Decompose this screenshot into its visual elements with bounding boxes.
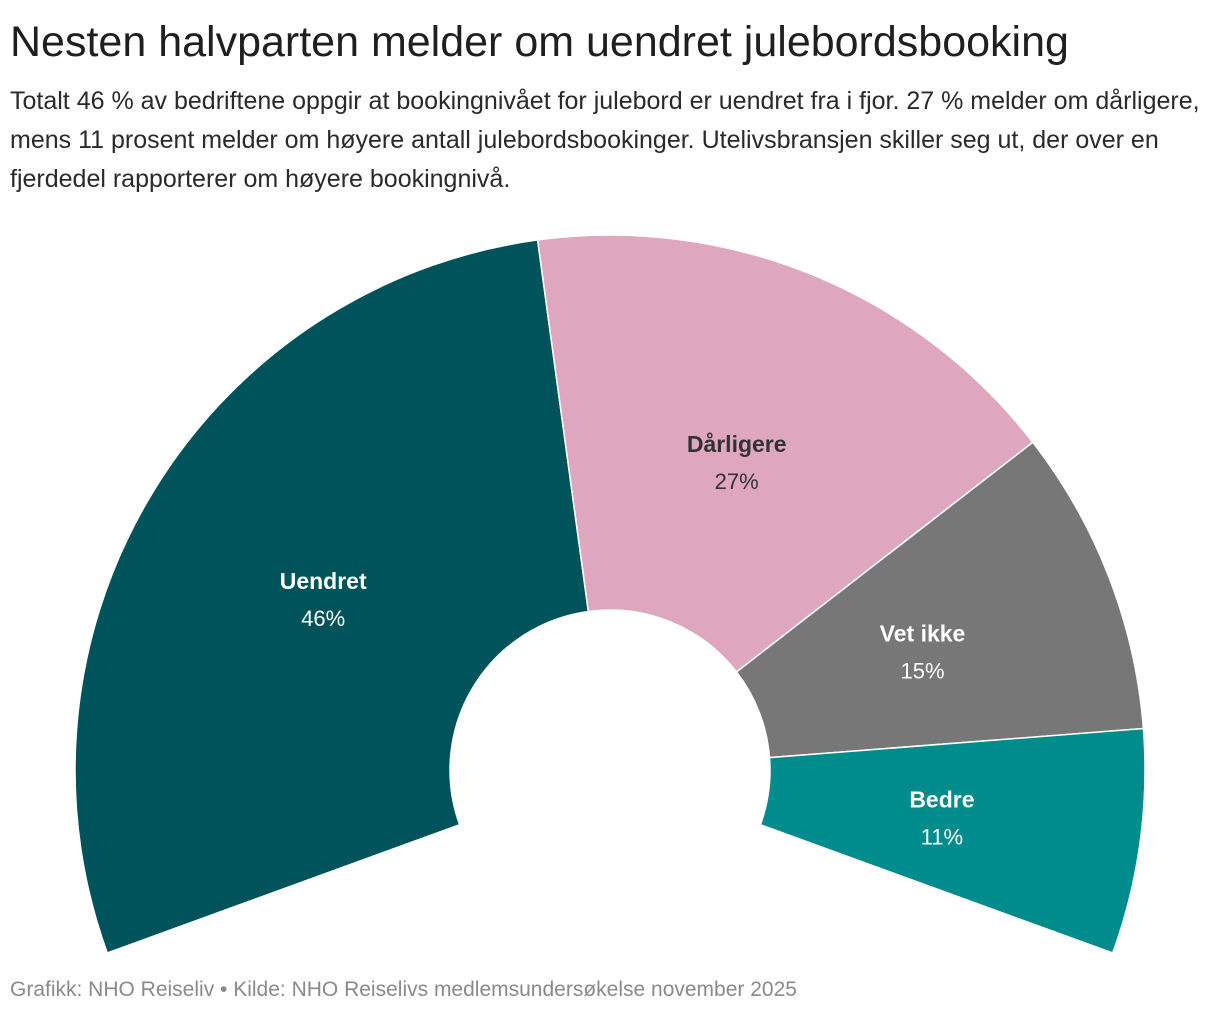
slice-label: Dårligere	[687, 431, 787, 457]
slice-value-label: 46%	[301, 606, 345, 631]
slice-vet-ikke	[735, 441, 1145, 759]
slice-dårligere	[536, 234, 1034, 674]
slice-label: Bedre	[909, 786, 974, 812]
slice-label: Vet ikke	[880, 620, 966, 646]
chart-source-footer: Grafikk: NHO Reiseliv • Kilde: NHO Reise…	[10, 978, 797, 1001]
slice-value-label: 15%	[900, 658, 944, 683]
chart-slices	[74, 234, 1146, 954]
chart-subtitle: Totalt 46 % av bedriftene oppgir at book…	[10, 87, 1200, 193]
slice-label: Uendret	[280, 568, 367, 594]
slice-value-label: 27%	[715, 469, 759, 494]
chart-title: Nesten halvparten melder om uendret jule…	[10, 18, 1069, 66]
slice-value-label: 11%	[921, 824, 963, 849]
slice-bedre	[759, 727, 1146, 954]
slice-uendret	[74, 239, 590, 954]
chart-labels: Uendret 46% Dårligere 27% Vet ikke 15% Bedre 11…	[280, 431, 975, 849]
